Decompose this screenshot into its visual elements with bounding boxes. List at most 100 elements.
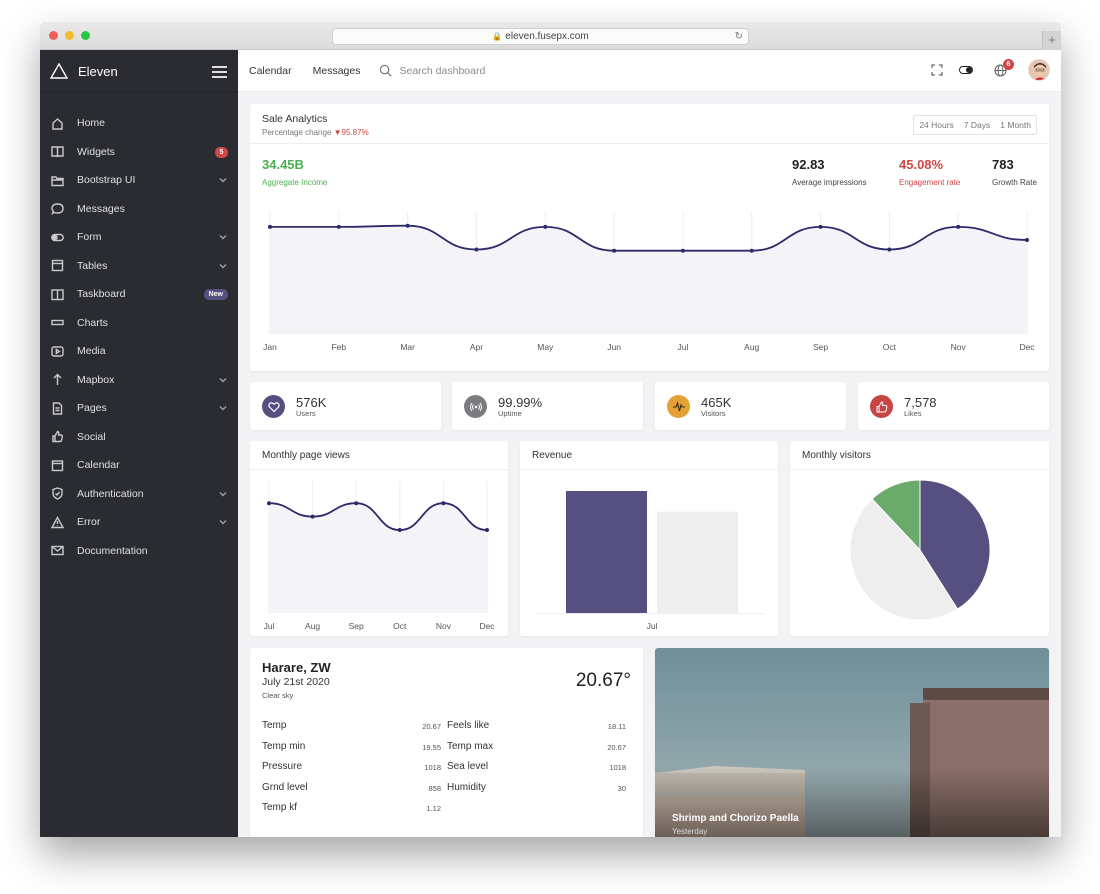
area-fill — [269, 503, 487, 613]
sidebar-item-error[interactable]: Error — [40, 508, 238, 537]
sidebar-item-label: Tables — [77, 259, 108, 272]
chevron-down-icon[interactable] — [219, 175, 227, 183]
x-tick-label: Mar — [400, 342, 415, 352]
board-icon — [50, 287, 64, 301]
photo-card[interactable]: Shrimp and Chorizo Paella Yesterday — [655, 648, 1049, 837]
weather-row-label: Feels like — [447, 720, 490, 731]
x-tick-label: Nov — [436, 621, 452, 631]
maximize-window-button[interactable] — [81, 31, 90, 40]
data-point — [441, 501, 446, 506]
users-label: Users — [296, 409, 316, 418]
likes-stat-card: 7,578 Likes — [858, 382, 1049, 430]
percentage-change-label: Percentage change — [262, 128, 332, 137]
address-bar[interactable]: 🔒 eleven.fusepx.com ↻ — [332, 28, 749, 45]
sale-analytics-title: Sale Analytics — [262, 113, 328, 125]
chevron-down-icon[interactable] — [219, 261, 227, 269]
topbar-link-messages[interactable]: Messages — [312, 64, 361, 77]
sidebar-item-charts[interactable]: Charts — [40, 309, 238, 338]
weather-row-value: 1.12 — [426, 804, 441, 813]
avatar[interactable] — [1028, 59, 1050, 81]
engagement-label: Engagement rate — [899, 178, 961, 187]
pie-slice — [849, 498, 959, 621]
data-point — [818, 224, 823, 229]
sidebar-item-home[interactable]: Home — [40, 109, 238, 138]
x-tick-label: Apr — [470, 342, 483, 352]
range-1-month[interactable]: 1 Month — [1000, 120, 1031, 130]
weather-temp: 20.67° — [575, 670, 631, 691]
visitors-stat-card: 465K Visitors — [655, 382, 846, 430]
data-point — [336, 224, 341, 229]
play-icon — [50, 344, 64, 358]
users-stat-icon-circle — [262, 395, 285, 418]
sidebar-item-label: Form — [77, 231, 102, 244]
x-tick-label: Jul — [647, 621, 658, 631]
sidebar-item-tables[interactable]: Tables — [40, 252, 238, 281]
sidebar-item-mapbox[interactable]: Mapbox — [40, 366, 238, 395]
x-tick-label: Oct — [883, 342, 897, 352]
visitors-title: Monthly visitors — [790, 441, 1049, 470]
data-point — [612, 248, 617, 253]
arrow-up-icon — [50, 373, 64, 387]
revenue-title: Revenue — [520, 441, 778, 470]
chevron-down-icon[interactable] — [219, 489, 227, 497]
topbar-link-calendar[interactable]: Calendar — [249, 64, 292, 77]
visitors-pie-chart — [849, 479, 991, 621]
data-point — [749, 248, 754, 253]
sidebar: Eleven Home Widgets 5 Bootstrap UI Messages F… — [40, 50, 238, 837]
thumbs-up-icon — [50, 430, 64, 444]
sidebar-item-label: Media — [77, 345, 106, 358]
data-point — [267, 501, 271, 506]
topbar: Calendar Messages 6 — [238, 50, 1061, 92]
sidebar-item-documentation[interactable]: Documentation — [40, 537, 238, 566]
sidebar-item-form[interactable]: Form — [40, 223, 238, 252]
chevron-down-icon[interactable] — [219, 517, 227, 525]
sidebar-item-taskboard[interactable]: Taskboard New — [40, 280, 238, 309]
new-tab-button[interactable]: + — [1042, 31, 1061, 50]
sidebar-item-widgets[interactable]: Widgets 5 — [40, 138, 238, 167]
visitors-card: Monthly visitors — [790, 441, 1049, 636]
impressions-metric: 92.83 Average impressions — [792, 157, 867, 187]
brand: Eleven — [40, 50, 238, 93]
city-photo-image — [655, 648, 1049, 837]
area-fill — [270, 225, 1027, 334]
likes-stat-icon-circle — [870, 395, 893, 418]
weather-row-value: 1018 — [424, 763, 441, 772]
revenue-bar — [657, 511, 738, 613]
x-tick-label: Jul — [264, 621, 275, 631]
weather-row-label: Temp max — [447, 740, 494, 752]
table-icon — [50, 259, 64, 273]
sidebar-item-messages[interactable]: Messages — [40, 195, 238, 224]
sidebar-item-social[interactable]: Social — [40, 423, 238, 452]
weather-city: Harare, ZW — [262, 660, 331, 675]
sidebar-item-calendar[interactable]: Calendar — [40, 451, 238, 480]
close-window-button[interactable] — [49, 31, 58, 40]
sidebar-item-bootstrap-ui[interactable]: Bootstrap UI — [40, 166, 238, 195]
chat-icon — [50, 202, 64, 216]
chevron-down-icon[interactable] — [219, 375, 227, 383]
data-point — [354, 501, 359, 506]
home-icon — [50, 116, 64, 130]
folder-icon — [50, 173, 64, 187]
language-button[interactable]: 6 — [994, 59, 1014, 77]
aggregate-income-metric: 34.45B Aggregate Income — [262, 157, 327, 187]
page-views-line-chart: Jul Aug Sep Oct Nov Dec — [264, 481, 495, 631]
sidebar-item-pages[interactable]: Pages — [40, 394, 238, 423]
thumbs-up-icon — [876, 400, 887, 412]
chevron-down-icon[interactable] — [219, 403, 227, 411]
visitors-label: Visitors — [701, 409, 726, 418]
sidebar-item-authentication[interactable]: Authentication — [40, 480, 238, 509]
theme-toggle-icon[interactable] — [959, 66, 973, 74]
reload-icon[interactable]: ↻ — [734, 31, 743, 42]
minimize-window-button[interactable] — [65, 31, 74, 40]
search-input[interactable] — [399, 64, 600, 77]
chevron-down-icon[interactable] — [219, 232, 227, 240]
sidebar-item-media[interactable]: Media — [40, 337, 238, 366]
impressions-label: Average impressions — [792, 178, 867, 187]
uptime-value: 99.99% — [498, 395, 543, 410]
menu-toggle-icon[interactable] — [212, 66, 227, 81]
fullscreen-icon[interactable] — [931, 64, 943, 76]
broadcast-icon — [469, 402, 482, 411]
sidebar-item-label: Documentation — [77, 544, 148, 557]
range-24-hours[interactable]: 24 Hours — [919, 120, 954, 130]
range-7-days[interactable]: 7 Days — [963, 120, 991, 130]
